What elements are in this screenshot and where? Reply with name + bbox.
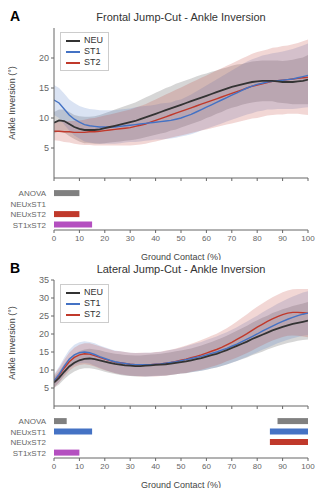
svg-text:20: 20 (39, 53, 49, 63)
svg-text:90: 90 (278, 462, 287, 471)
svg-text:0: 0 (52, 462, 57, 471)
svg-text:15: 15 (39, 347, 49, 357)
svg-text:25: 25 (39, 311, 49, 321)
svg-text:20: 20 (100, 234, 109, 243)
svg-text:5: 5 (44, 383, 49, 393)
svg-text:Ground Contact (%): Ground Contact (%) (141, 252, 221, 260)
svg-text:70: 70 (227, 462, 236, 471)
svg-text:Ankle Inversion (°): Ankle Inversion (°) (8, 66, 17, 140)
svg-text:20: 20 (100, 462, 109, 471)
svg-text:NEUxST1: NEUxST1 (10, 200, 46, 209)
svg-text:10: 10 (75, 234, 84, 243)
svg-text:0: 0 (52, 234, 57, 243)
svg-text:30: 30 (126, 234, 135, 243)
svg-text:NEUxST2: NEUxST2 (10, 210, 46, 219)
svg-text:10: 10 (75, 462, 84, 471)
svg-text:60: 60 (202, 234, 211, 243)
svg-text:50: 50 (177, 234, 186, 243)
svg-text:90: 90 (278, 234, 287, 243)
html-text:NEU: NEU (84, 35, 103, 45)
html-text:Frontal Jump-Cut - Ankle Inver: Frontal Jump-Cut - Ankle Inversion (96, 11, 266, 23)
svg-text:30: 30 (126, 462, 135, 471)
svg-text:Ground Contact (%): Ground Contact (%) (141, 480, 221, 488)
svg-text:10: 10 (39, 365, 49, 375)
svg-text:15: 15 (39, 83, 49, 93)
svg-text:50: 50 (177, 462, 186, 471)
svg-text:35: 35 (39, 276, 49, 285)
svg-text:100: 100 (301, 234, 315, 243)
svg-text:40: 40 (151, 234, 160, 243)
svg-text:10: 10 (39, 113, 49, 123)
svg-text:60: 60 (202, 462, 211, 471)
svg-text:5: 5 (44, 143, 49, 153)
html-text:NEU: NEU (84, 287, 103, 297)
html-text:A: A (10, 8, 21, 24)
html-text:ST2: ST2 (84, 309, 101, 319)
html-text:Lateral Jump-Cut - Ankle Inver: Lateral Jump-Cut - Ankle Inversion (96, 263, 266, 275)
svg-text:80: 80 (253, 234, 262, 243)
svg-text:NEUxST2: NEUxST2 (10, 438, 46, 447)
svg-text:ANOVA: ANOVA (19, 417, 47, 426)
svg-text:70: 70 (227, 234, 236, 243)
html-text:ST1: ST1 (84, 298, 101, 308)
svg-text:Ankle Inversion (°): Ankle Inversion (°) (8, 306, 17, 380)
svg-text:20: 20 (39, 329, 49, 339)
html-text:B: B (10, 260, 21, 276)
svg-text:ST1xST2: ST1xST2 (13, 449, 47, 458)
svg-text:ANOVA: ANOVA (19, 189, 47, 198)
svg-text:80: 80 (253, 462, 262, 471)
svg-text:30: 30 (39, 293, 49, 303)
svg-text:40: 40 (151, 462, 160, 471)
svg-text:NEUxST1: NEUxST1 (10, 428, 46, 437)
svg-text:100: 100 (301, 462, 315, 471)
html-text:ST1: ST1 (84, 46, 101, 56)
html-text:ST2: ST2 (84, 57, 101, 67)
svg-text:ST1xST2: ST1xST2 (13, 221, 47, 230)
